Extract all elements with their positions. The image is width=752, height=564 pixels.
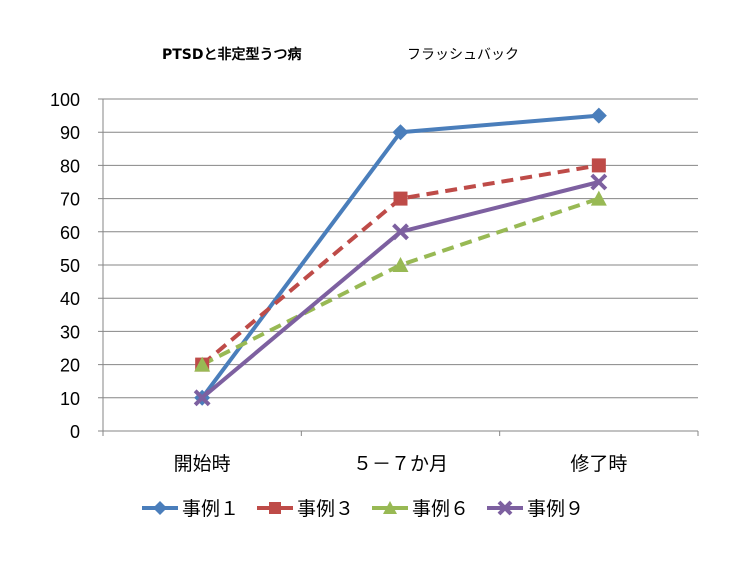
data-point (392, 124, 409, 141)
legend-item: 事例３ (255, 494, 354, 521)
legend-marker-icon (487, 500, 524, 515)
legend-item: 事例６ (370, 494, 469, 521)
legend-marker-icon (372, 500, 409, 514)
series-line-4 (200, 180, 600, 400)
y-tick-label: 80 (60, 156, 80, 176)
legend-label: 事例１ (182, 498, 240, 520)
legend-label: 事例６ (412, 498, 470, 520)
legend-item: 事例９ (485, 494, 584, 521)
chart-subtitle: フラッシュバック (407, 47, 519, 63)
data-point (392, 223, 409, 241)
legend: 事例１ 事例３ 事例６ 事例９ (140, 494, 600, 521)
x-tick-label: 開始時 (174, 453, 231, 475)
y-tick-label: 10 (60, 389, 80, 409)
y-tick-label: 100 (50, 90, 80, 110)
data-point (590, 190, 607, 206)
legend-label: 事例９ (527, 498, 585, 520)
legend-label: 事例３ (297, 498, 355, 520)
y-tick-label: 50 (60, 256, 80, 276)
data-point (193, 389, 211, 407)
x-tick-label: ５－７か月 (353, 453, 448, 475)
y-tick-label: 60 (60, 223, 80, 243)
y-tick-label: 30 (60, 322, 80, 342)
data-point (393, 191, 408, 206)
y-tick-label: 90 (60, 123, 80, 143)
series-line-1 (200, 113, 600, 399)
series-line-3 (201, 196, 600, 367)
y-tick-label: 70 (60, 190, 80, 210)
chart-title: PTSDと非定型うつ病 (162, 47, 302, 63)
x-tick-label: 修了時 (570, 453, 627, 475)
legend-marker-icon (142, 500, 178, 515)
data-point (194, 356, 211, 372)
y-tick-label: 20 (60, 356, 80, 376)
legend-item: 事例１ (140, 494, 239, 521)
data-point (590, 107, 607, 124)
data-point (591, 158, 606, 173)
data-point (590, 173, 608, 191)
y-tick-label: 40 (60, 289, 80, 309)
data-point (392, 257, 409, 272)
legend-marker-icon (257, 501, 294, 514)
y-tick-label: 0 (70, 422, 80, 442)
